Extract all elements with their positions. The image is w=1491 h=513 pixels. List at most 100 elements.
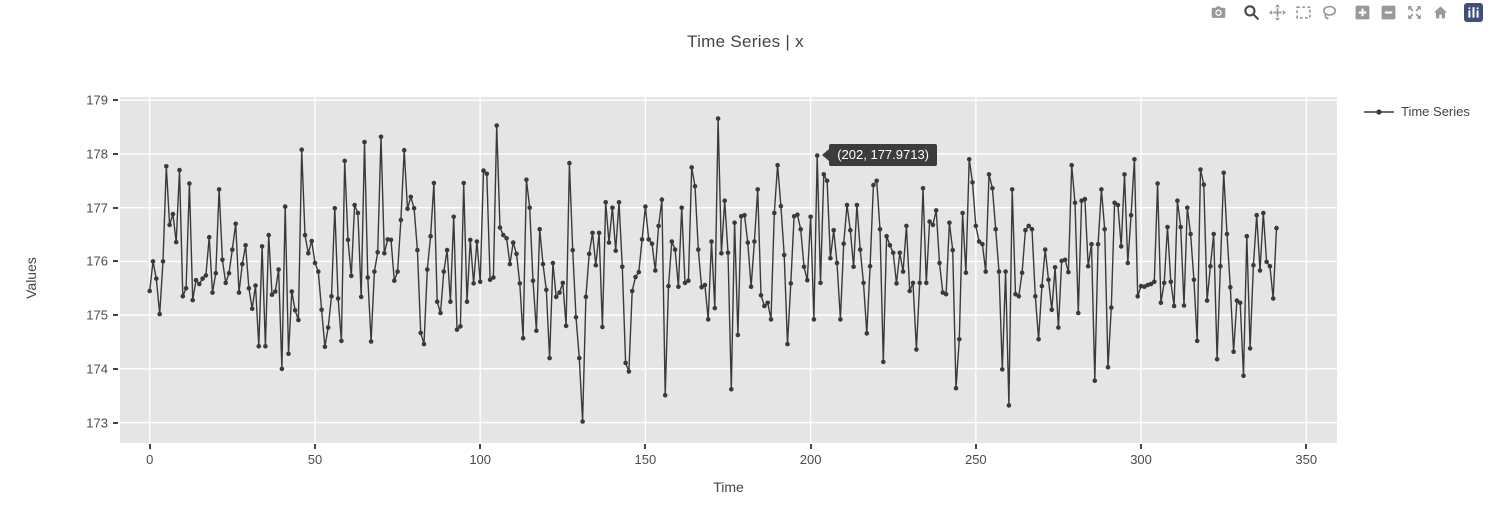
series-marker[interactable] — [798, 226, 803, 232]
series-marker[interactable] — [230, 247, 235, 252]
series-marker[interactable] — [286, 351, 291, 357]
series-marker[interactable] — [722, 198, 727, 203]
series-marker[interactable] — [474, 239, 480, 244]
series-marker[interactable] — [890, 250, 896, 256]
series-marker[interactable] — [785, 341, 790, 347]
series-marker[interactable] — [418, 330, 424, 336]
series-marker[interactable] — [355, 210, 361, 216]
series-marker[interactable] — [514, 251, 519, 257]
series-marker[interactable] — [1132, 157, 1137, 162]
series-marker[interactable] — [966, 157, 972, 162]
series-marker[interactable] — [1247, 346, 1253, 351]
series-marker[interactable] — [200, 276, 205, 281]
plotly-logo-icon[interactable] — [1464, 3, 1483, 22]
series-marker[interactable] — [240, 261, 245, 267]
series-marker[interactable] — [1069, 162, 1074, 168]
series-marker[interactable] — [844, 202, 850, 208]
series-marker[interactable] — [282, 204, 288, 209]
series-marker[interactable] — [180, 294, 186, 299]
series-marker[interactable] — [220, 257, 225, 263]
series-marker[interactable] — [712, 305, 718, 311]
series-marker[interactable] — [504, 236, 509, 241]
series-marker[interactable] — [715, 116, 721, 121]
series-marker[interactable] — [662, 392, 668, 398]
series-marker[interactable] — [458, 324, 463, 329]
series-marker[interactable] — [729, 387, 734, 392]
series-marker[interactable] — [808, 214, 813, 220]
series-marker[interactable] — [702, 282, 708, 288]
series-marker[interactable] — [960, 210, 965, 216]
series-marker[interactable] — [857, 247, 863, 252]
series-marker[interactable] — [841, 241, 846, 246]
camera-icon[interactable] — [1209, 4, 1227, 22]
series-marker[interactable] — [550, 260, 556, 266]
series-marker[interactable] — [537, 226, 542, 232]
series-marker[interactable] — [332, 205, 338, 211]
series-marker[interactable] — [930, 222, 936, 228]
series-marker[interactable] — [173, 239, 179, 245]
series-marker[interactable] — [1267, 263, 1273, 269]
series-marker[interactable] — [170, 211, 176, 217]
series-marker[interactable] — [524, 177, 529, 182]
series-marker[interactable] — [1274, 225, 1279, 231]
series-marker[interactable] — [1251, 262, 1256, 268]
series-marker[interactable] — [527, 205, 532, 210]
series-marker[interactable] — [1231, 349, 1236, 354]
series-marker[interactable] — [560, 280, 566, 286]
series-marker[interactable] — [259, 244, 265, 249]
series-marker[interactable] — [1039, 283, 1045, 289]
series-marker[interactable] — [937, 260, 942, 266]
series-marker[interactable] — [884, 233, 889, 239]
series-marker[interactable] — [828, 255, 833, 261]
series-marker[interactable] — [1072, 200, 1078, 206]
series-marker[interactable] — [573, 315, 579, 320]
series-marker[interactable] — [1033, 294, 1038, 299]
series-marker[interactable] — [957, 337, 962, 342]
series-marker[interactable] — [795, 212, 800, 217]
series-marker[interactable] — [570, 247, 575, 253]
series-marker[interactable] — [256, 344, 262, 349]
series-marker[interactable] — [415, 247, 420, 253]
series-marker[interactable] — [917, 280, 922, 286]
series-marker[interactable] — [861, 280, 866, 286]
series-marker[interactable] — [164, 164, 169, 169]
series-marker[interactable] — [335, 296, 341, 301]
series-marker[interactable] — [864, 331, 870, 336]
series-marker[interactable] — [193, 277, 199, 283]
series-marker[interactable] — [659, 197, 665, 202]
series-marker[interactable] — [507, 261, 513, 267]
series-marker[interactable] — [249, 306, 255, 311]
series-marker[interactable] — [401, 147, 407, 153]
series-marker[interactable] — [1228, 284, 1233, 290]
series-marker[interactable] — [266, 232, 271, 238]
series-marker[interactable] — [943, 291, 949, 297]
series-marker[interactable] — [577, 355, 582, 361]
series-marker[interactable] — [953, 385, 959, 391]
series-marker[interactable] — [950, 247, 955, 253]
series-marker[interactable] — [206, 234, 212, 240]
series-marker[interactable] — [1095, 241, 1101, 247]
series-marker[interactable] — [603, 200, 608, 205]
series-marker[interactable] — [544, 287, 549, 293]
series-marker[interactable] — [368, 339, 374, 344]
series-marker[interactable] — [986, 172, 992, 177]
series-marker[interactable] — [1076, 310, 1081, 316]
zoom-icon[interactable] — [1242, 4, 1260, 22]
series-marker[interactable] — [292, 308, 298, 313]
series-marker[interactable] — [980, 241, 985, 247]
series-canvas[interactable] — [120, 97, 1337, 443]
series-marker[interactable] — [517, 281, 523, 286]
series-marker[interactable] — [540, 261, 546, 267]
series-marker[interactable] — [910, 280, 916, 286]
series-marker[interactable] — [454, 327, 460, 332]
series-marker[interactable] — [1082, 196, 1088, 202]
series-marker[interactable] — [871, 182, 876, 188]
series-marker[interactable] — [299, 147, 304, 152]
series-marker[interactable] — [223, 280, 228, 286]
series-marker[interactable] — [993, 226, 998, 232]
series-marker[interactable] — [894, 281, 899, 286]
series-marker[interactable] — [1188, 231, 1193, 237]
series-marker[interactable] — [1264, 259, 1269, 265]
series-marker[interactable] — [725, 250, 731, 256]
series-marker[interactable] — [1102, 226, 1107, 232]
